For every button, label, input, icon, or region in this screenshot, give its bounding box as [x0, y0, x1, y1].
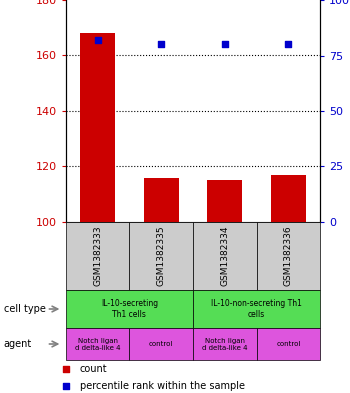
Text: Notch ligan
d delta-like 4: Notch ligan d delta-like 4 [75, 338, 120, 351]
Bar [130, 222, 193, 290]
Text: GSM1382336: GSM1382336 [284, 226, 293, 286]
Bar [193, 328, 257, 360]
Text: GSM1382335: GSM1382335 [157, 226, 166, 286]
Bar [80, 33, 115, 222]
Point [63, 366, 69, 373]
Bar [193, 222, 257, 290]
Text: count: count [80, 364, 107, 374]
Point [63, 383, 69, 389]
Bar [66, 328, 130, 360]
Bar [257, 328, 320, 360]
Bar [144, 178, 179, 222]
Point [222, 41, 228, 48]
Text: control: control [149, 341, 173, 347]
Bar [207, 180, 242, 222]
Bar [66, 290, 193, 328]
Point [95, 37, 100, 43]
Text: cell type: cell type [4, 304, 46, 314]
Bar [271, 175, 306, 222]
Bar [193, 290, 320, 328]
Bar [257, 222, 320, 290]
Text: IL-10-secreting
Th1 cells: IL-10-secreting Th1 cells [101, 299, 158, 319]
Text: GSM1382333: GSM1382333 [93, 226, 102, 286]
Text: control: control [276, 341, 301, 347]
Point [159, 41, 164, 48]
Text: GSM1382334: GSM1382334 [220, 226, 229, 286]
Text: agent: agent [4, 339, 32, 349]
Bar [66, 222, 130, 290]
Text: IL-10-non-secreting Th1
cells: IL-10-non-secreting Th1 cells [211, 299, 302, 319]
Text: percentile rank within the sample: percentile rank within the sample [80, 381, 245, 391]
Point [286, 41, 291, 48]
Text: Notch ligan
d delta-like 4: Notch ligan d delta-like 4 [202, 338, 247, 351]
Bar [130, 328, 193, 360]
